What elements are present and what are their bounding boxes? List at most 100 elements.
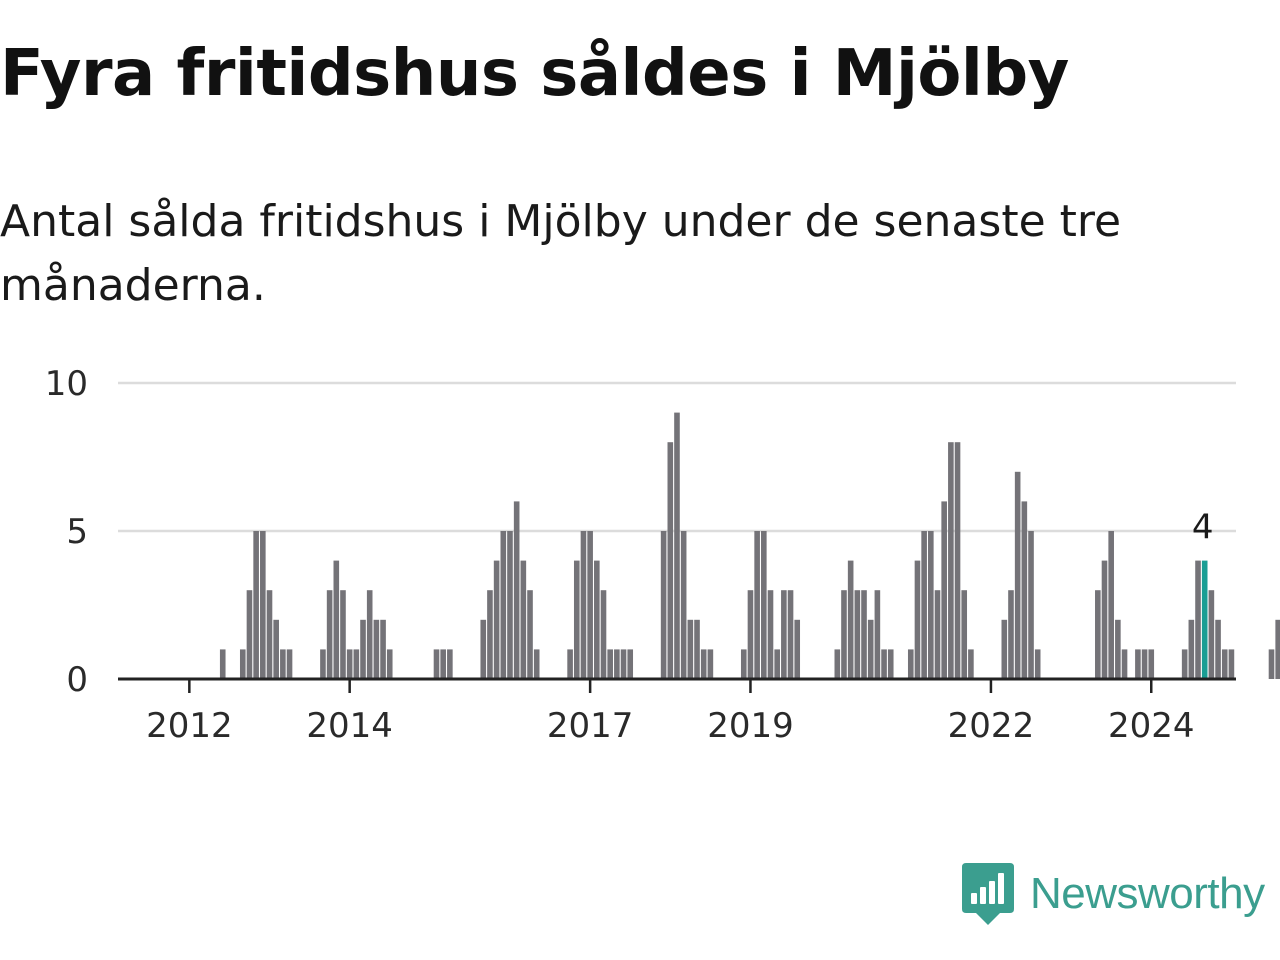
bar bbox=[861, 590, 867, 679]
bar bbox=[1181, 649, 1188, 679]
bar bbox=[887, 649, 894, 679]
bar bbox=[694, 619, 700, 679]
bar bbox=[1208, 590, 1215, 679]
bar bbox=[1101, 560, 1108, 679]
bar bbox=[907, 649, 914, 679]
bar bbox=[1014, 471, 1021, 679]
bar bbox=[580, 531, 587, 679]
bar bbox=[500, 531, 507, 679]
bar bbox=[440, 649, 446, 679]
bar bbox=[680, 531, 687, 679]
bar bbox=[1121, 649, 1128, 679]
bar bbox=[834, 649, 841, 679]
bar bbox=[948, 442, 954, 679]
bar bbox=[280, 649, 286, 679]
bar bbox=[260, 531, 266, 679]
bar bbox=[380, 619, 386, 679]
bar bbox=[941, 501, 947, 679]
bar bbox=[914, 560, 921, 679]
brand-name: Newsworthy bbox=[1030, 869, 1265, 918]
bar bbox=[787, 590, 794, 679]
bar bbox=[266, 590, 273, 679]
bar bbox=[533, 649, 540, 679]
newsworthy-logo: Newsworthy bbox=[962, 862, 1265, 926]
bar bbox=[594, 560, 600, 679]
bar bbox=[1021, 501, 1028, 679]
bar bbox=[874, 590, 881, 679]
y-tick-label: 0 bbox=[66, 660, 88, 700]
bar bbox=[767, 590, 774, 679]
bar bbox=[954, 442, 961, 679]
bar bbox=[1148, 649, 1155, 679]
bar bbox=[320, 649, 326, 679]
bar bbox=[1115, 619, 1121, 679]
bar bbox=[1221, 649, 1228, 679]
x-tick-label: 2017 bbox=[547, 706, 634, 746]
bar bbox=[567, 649, 573, 679]
x-tick-label: 2022 bbox=[948, 706, 1035, 746]
bar bbox=[346, 649, 353, 679]
bar bbox=[386, 649, 393, 679]
bar bbox=[600, 590, 607, 679]
bar bbox=[774, 649, 780, 679]
bar bbox=[447, 649, 453, 679]
bar bbox=[286, 649, 293, 679]
bar bbox=[513, 501, 520, 679]
bar bbox=[961, 590, 968, 679]
bar-chart-speech-bubble-icon bbox=[962, 863, 1014, 925]
bar bbox=[921, 531, 927, 679]
bar bbox=[841, 590, 847, 679]
chart-subtitle: Antal sålda fritidshus i Mjölby under de… bbox=[0, 196, 1122, 311]
bar bbox=[1008, 590, 1014, 679]
bar bbox=[1215, 619, 1221, 679]
y-tick-label: 10 bbox=[45, 364, 88, 404]
bar bbox=[1275, 619, 1280, 679]
bar bbox=[660, 531, 667, 679]
bar bbox=[1028, 531, 1034, 679]
highlight-bar bbox=[1201, 560, 1208, 679]
bar bbox=[333, 560, 340, 679]
x-tick-label: 2024 bbox=[1108, 706, 1195, 746]
bar bbox=[1095, 590, 1101, 679]
bar bbox=[239, 649, 246, 679]
bar bbox=[587, 531, 593, 679]
bar bbox=[620, 649, 627, 679]
bar bbox=[366, 590, 373, 679]
chart-title: Fyra fritidshus såldes i Mjölby bbox=[0, 37, 1069, 111]
bar bbox=[1001, 619, 1008, 679]
bar bbox=[246, 590, 253, 679]
x-axis: 2012 2014 2017 2019 2022 2024 bbox=[118, 677, 1236, 746]
x-tick-label: 2019 bbox=[707, 706, 794, 746]
bar bbox=[847, 560, 854, 679]
y-tick-label: 5 bbox=[66, 512, 88, 552]
bar bbox=[273, 619, 279, 679]
bar bbox=[627, 649, 634, 679]
bar bbox=[754, 531, 760, 679]
bar bbox=[1228, 649, 1235, 679]
bar bbox=[1135, 649, 1141, 679]
bar bbox=[340, 590, 346, 679]
bar bbox=[1034, 649, 1041, 679]
bar bbox=[747, 590, 754, 679]
bar bbox=[253, 531, 259, 679]
bar bbox=[326, 590, 333, 679]
bar bbox=[219, 649, 226, 679]
bar bbox=[740, 649, 747, 679]
bar bbox=[867, 619, 874, 679]
labels: 0 5 10 4 bbox=[45, 364, 1214, 700]
bar bbox=[520, 560, 527, 679]
bar bbox=[794, 619, 801, 679]
bar bbox=[1268, 649, 1275, 679]
bar bbox=[781, 590, 787, 679]
bar bbox=[881, 649, 887, 679]
bar bbox=[480, 619, 487, 679]
bar bbox=[353, 649, 360, 679]
bar bbox=[700, 649, 707, 679]
bar bbox=[1108, 531, 1114, 679]
bar bbox=[1195, 560, 1201, 679]
bar bbox=[573, 560, 580, 679]
bar bbox=[1141, 649, 1148, 679]
x-tick-label: 2014 bbox=[306, 706, 393, 746]
bar bbox=[1188, 619, 1195, 679]
bar bbox=[433, 649, 440, 679]
